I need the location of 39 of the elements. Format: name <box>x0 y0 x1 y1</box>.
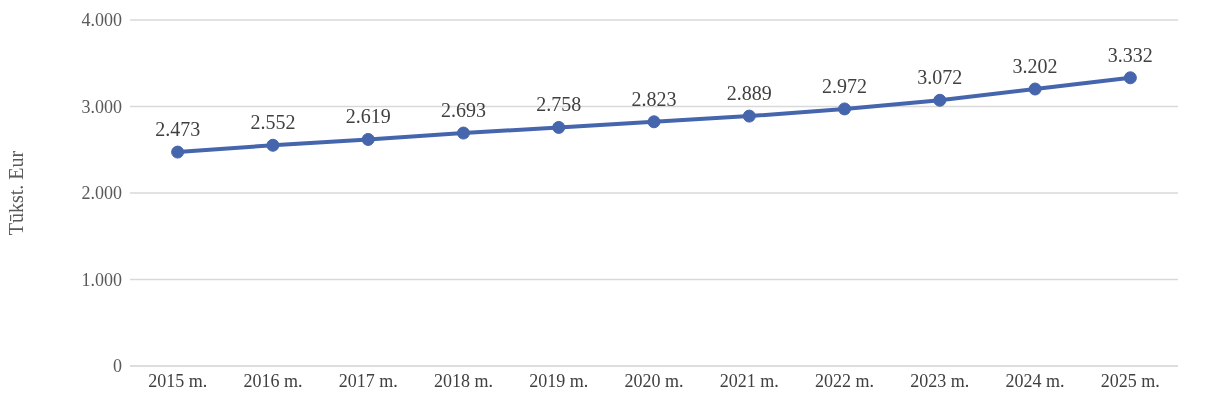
point <box>171 145 185 159</box>
x-tick-label: 2017 m. <box>338 370 398 391</box>
data-label: 2.693 <box>440 99 486 122</box>
point <box>552 120 566 134</box>
x-tick-label: 2022 m. <box>815 370 875 391</box>
x-tick-label: 2023 m. <box>910 370 970 391</box>
data-label: 3.072 <box>917 66 963 89</box>
data-label: 3.332 <box>1107 43 1153 66</box>
point <box>647 115 661 129</box>
data-label: 2.473 <box>155 118 201 141</box>
data-label: 2.889 <box>726 82 772 105</box>
point <box>838 102 852 116</box>
data-label: 2.758 <box>536 93 582 116</box>
x-tick-label: 2021 m. <box>719 370 779 391</box>
point <box>361 132 375 146</box>
x-tick-label: 2015 m. <box>148 370 208 391</box>
point <box>1028 82 1042 96</box>
x-tick-label: 2019 m. <box>529 370 589 391</box>
point <box>933 93 947 107</box>
y-tick-label: 4.000 <box>81 10 122 31</box>
point <box>266 138 280 152</box>
point <box>742 109 756 123</box>
x-tick-label: 2020 m. <box>624 370 684 391</box>
y-tick-label: 0 <box>113 356 122 377</box>
x-tick-label: 2024 m. <box>1005 370 1065 391</box>
data-label: 2.823 <box>631 87 677 110</box>
data-label: 2.552 <box>250 111 296 134</box>
point <box>1123 71 1137 85</box>
data-label: 3.202 <box>1012 55 1058 78</box>
point <box>456 126 470 140</box>
y-tick-label: 2.000 <box>81 183 122 204</box>
x-tick-label: 2016 m. <box>243 370 303 391</box>
y-tick-label: 3.000 <box>81 96 122 117</box>
y-tick-label: 1.000 <box>81 269 122 290</box>
x-tick-label: 2025 m. <box>1100 370 1160 391</box>
data-label: 2.972 <box>822 74 868 97</box>
x-tick-label: 2018 m. <box>433 370 493 391</box>
y-axis-title: Tūkst. Eur <box>5 150 28 236</box>
data-label: 2.619 <box>345 105 391 128</box>
